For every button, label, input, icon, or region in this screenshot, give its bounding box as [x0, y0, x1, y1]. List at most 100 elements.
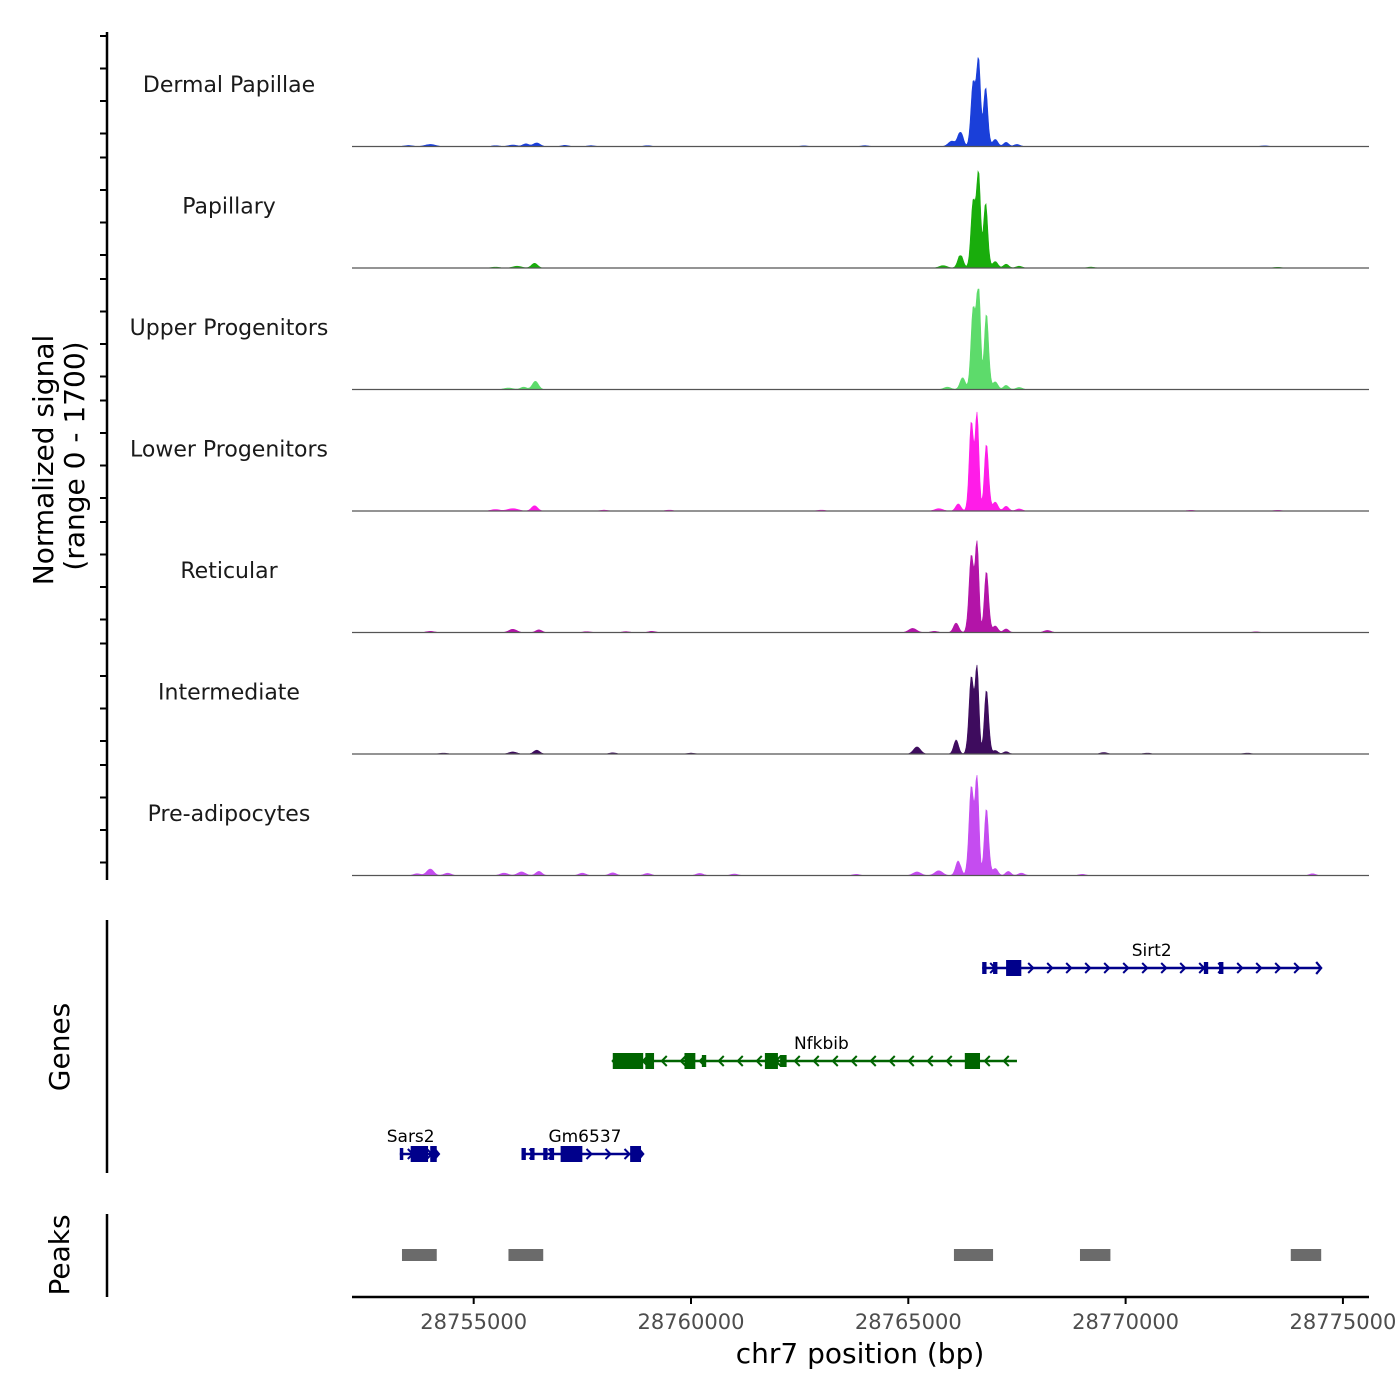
gene-exon — [982, 962, 987, 974]
peak-region-bar — [1290, 1249, 1322, 1261]
strand-arrow — [585, 1148, 593, 1160]
strand-arrow — [1002, 1055, 1010, 1067]
strand-arrow — [679, 1055, 687, 1067]
track-label: Lower Progenitors — [130, 438, 328, 463]
gene-end-arrow — [1315, 961, 1323, 975]
gene-exon — [543, 1148, 548, 1160]
gene-exon — [1006, 960, 1022, 976]
x-tick-label: 28775000 — [1289, 1310, 1396, 1334]
signal-area — [352, 170, 1369, 269]
genes-axis-title: Genes — [43, 1003, 76, 1091]
strand-arrow — [1141, 962, 1149, 974]
strand-arrow — [1236, 962, 1244, 974]
track-label: Intermediate — [158, 681, 300, 706]
gene-exon — [530, 1148, 535, 1160]
strand-arrow — [1046, 962, 1054, 974]
signal-area — [352, 774, 1369, 876]
track-dermal-papillae: Dermal Papillae — [143, 57, 1369, 148]
strand-arrow — [983, 1055, 991, 1067]
signal-area — [352, 411, 1369, 512]
strand-arrow — [831, 1055, 839, 1067]
gene-exon — [560, 1146, 583, 1162]
x-tick-label: 28760000 — [638, 1310, 745, 1334]
track-label: Dermal Papillae — [143, 73, 315, 98]
strand-arrow — [1103, 962, 1111, 974]
strand-arrow — [1293, 962, 1301, 974]
strand-arrow — [736, 1055, 744, 1067]
peak-region-bar — [508, 1249, 544, 1261]
gene-exon — [993, 962, 998, 974]
axes: 28755000 28760000 28765000 28770000 28775000 — [100, 32, 1396, 1334]
strand-arrow — [660, 1055, 668, 1067]
gene-label: Sirt2 — [1132, 941, 1172, 961]
signal-area — [352, 540, 1369, 633]
strand-arrow — [1084, 962, 1092, 974]
track-reticular: Reticular — [180, 540, 1369, 634]
peak-region-bar — [401, 1249, 437, 1261]
gene-exon — [399, 1148, 404, 1160]
strand-arrow — [1122, 962, 1130, 974]
gene-label: Nfkbib — [794, 1034, 849, 1054]
gene-exon — [612, 1053, 644, 1069]
gene-sirt2: Sirt2 — [982, 941, 1323, 976]
gene-exon — [645, 1053, 655, 1069]
strand-arrow — [907, 1055, 915, 1067]
strand-arrow — [717, 1055, 725, 1067]
gene-gm6537: Gm6537 — [521, 1127, 645, 1162]
gene-exon — [430, 1146, 437, 1162]
signal-area — [352, 664, 1369, 755]
gene-exon — [964, 1053, 981, 1069]
gene-exon — [1219, 962, 1224, 974]
track-label: Pre-adipocytes — [148, 802, 311, 827]
track-label: Upper Progenitors — [130, 316, 329, 341]
signal-tracks: Dermal Papillae Papillary Upper Progenitor… — [130, 57, 1369, 877]
y-axis-title-line1: Normalized signal — [27, 335, 60, 586]
strand-arrow — [755, 1055, 763, 1067]
gene-exon — [549, 1148, 555, 1160]
track-papillary: Papillary — [182, 170, 1369, 269]
x-tick-label: 28765000 — [855, 1310, 962, 1334]
track-intermediate: Intermediate — [158, 664, 1369, 755]
gene-exon — [630, 1146, 642, 1162]
strand-arrow — [623, 1148, 631, 1160]
peak-region-bar — [1079, 1249, 1111, 1261]
x-tick-label: 28755000 — [420, 1310, 527, 1334]
gene-exon — [684, 1053, 696, 1069]
gene-exon — [1203, 962, 1209, 974]
track-label: Reticular — [180, 559, 278, 584]
strand-arrow — [1179, 962, 1187, 974]
peaks-track — [401, 1249, 1322, 1261]
gene-exon — [780, 1055, 787, 1067]
gene-label: Sars2 — [387, 1127, 435, 1147]
track-lower-progenitors: Lower Progenitors — [130, 411, 1369, 512]
strand-arrow — [945, 1055, 953, 1067]
x-axis-title: chr7 position (bp) — [736, 1337, 985, 1370]
strand-arrow — [812, 1055, 820, 1067]
strand-arrow — [1027, 962, 1035, 974]
track-pre-adipocytes: Pre-adipocytes — [148, 774, 1369, 877]
track-label: Papillary — [182, 195, 276, 220]
strand-arrow — [604, 1148, 612, 1160]
gene-exon — [701, 1055, 707, 1067]
x-tick-label: 28770000 — [1072, 1310, 1179, 1334]
signal-area — [352, 57, 1369, 147]
strand-arrow — [888, 1055, 896, 1067]
strand-arrow — [793, 1055, 801, 1067]
gene-exon — [764, 1053, 778, 1069]
strand-arrow — [1065, 962, 1073, 974]
signal-area — [352, 288, 1369, 390]
strand-arrow — [1274, 962, 1282, 974]
gene-nfkbib: Nfkbib — [611, 1034, 1017, 1069]
strand-arrow — [1255, 962, 1263, 974]
track-upper-progenitors: Upper Progenitors — [130, 288, 1369, 391]
strand-arrow — [926, 1055, 934, 1067]
gene-label: Gm6537 — [548, 1127, 621, 1147]
gene-exon — [521, 1148, 526, 1160]
strand-arrow — [1160, 962, 1168, 974]
gene-exon — [410, 1146, 429, 1162]
strand-arrow — [869, 1055, 877, 1067]
genes-track: Sirt2 Nfkbib Sars2 Gm6537 — [387, 941, 1323, 1162]
peak-region-bar — [953, 1249, 994, 1261]
y-axis-title-line2: (range 0 - 1700) — [58, 341, 91, 570]
